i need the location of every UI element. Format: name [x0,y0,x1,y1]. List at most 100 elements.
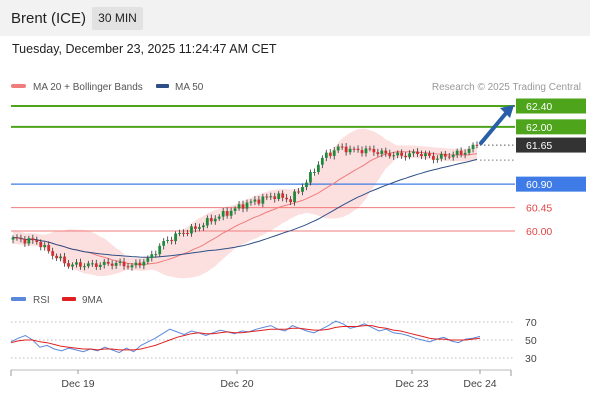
candle-body [94,263,98,267]
candle-body [416,151,419,155]
candle [23,236,27,247]
candle [51,247,55,260]
rsi-legend-label: RSI [33,295,50,306]
candle [352,146,356,153]
candle-body [122,261,126,267]
candle-body [400,152,404,156]
candle [257,195,261,206]
candle-body [273,196,277,199]
candle [293,189,296,206]
rsi-tick-30: 30 [525,353,537,365]
candle-body [142,261,146,266]
candle-body [439,153,443,159]
credit-text: Research © 2025 Trading Central [432,82,581,93]
rsi-panel: 70 50 30 [10,317,537,365]
candle [439,151,443,162]
candle [241,200,245,213]
candle-body [336,146,340,151]
candle [447,152,451,160]
candle-body [138,262,142,266]
candle-body [82,266,86,268]
candle [408,150,411,160]
candle [253,196,257,206]
candle-body [364,148,368,154]
candle-body [190,226,193,234]
candle-body [146,258,150,262]
candle [47,241,51,254]
candle-body [380,150,384,155]
candle [301,183,304,196]
resistance-text-62-40: 62.40 [526,101,552,113]
candle [459,147,463,158]
candle [63,252,66,267]
candle [221,208,225,221]
candle [67,260,70,269]
candle-body [424,153,427,157]
candle [412,149,415,157]
candle-body [86,263,90,267]
candle-body [277,193,281,199]
candle-body [201,225,205,228]
candle-body [19,238,23,240]
candle [424,150,427,160]
candle-body [134,262,138,266]
candle-body [11,237,15,240]
candle [348,145,352,155]
instrument-title: Brent (ICE) [11,10,87,27]
candle [289,196,293,205]
candle-body [348,148,352,153]
support-text-60-00: 60.00 [526,226,552,238]
candle [384,147,388,157]
candle-body [328,152,332,156]
candle [154,250,158,258]
candle-body [443,153,447,157]
candle-body [209,218,213,222]
candle-body [261,196,265,204]
candle [98,262,102,270]
candle [15,234,19,241]
candle-body [253,199,257,202]
candle [233,206,237,215]
candle [344,143,348,156]
candle-body [459,150,463,155]
candle-body [257,199,261,204]
candle-body [467,148,471,153]
candle [11,235,15,244]
candle-body [166,240,170,242]
candle [146,255,150,265]
candle-body [431,155,435,160]
candle-body [265,196,269,198]
candle-body [118,261,122,263]
candle [170,236,174,245]
candle-body [408,153,411,158]
candle-body [170,240,174,242]
candle-body [150,254,154,259]
ma20-legend-swatch [11,84,26,88]
candle-body [285,197,289,200]
timeframe-badge[interactable]: 30 MIN [92,7,143,30]
bollinger-band-layer [13,128,477,279]
candle-body [447,156,451,158]
candle-body [344,146,348,153]
candle-body [182,232,185,234]
candle [190,224,193,237]
candle-body [384,150,388,154]
ma50-line [12,158,478,258]
candle-body [388,153,392,157]
candle-body [305,182,308,188]
candle-body [332,150,336,156]
candle-body [75,262,78,265]
candle [102,258,106,269]
candle [114,260,118,269]
candle-body [55,255,59,259]
ma20-legend-label: MA 20 + Bollinger Bands [33,82,143,93]
candle-body [376,152,380,155]
candle-body [420,154,423,157]
candle-body [51,251,55,256]
timestamp: Tuesday, December 23, 2025 11:24:47 AM C… [12,42,277,56]
candle-body [269,196,273,198]
candle [324,149,328,162]
candle [19,234,23,243]
candle [225,207,229,219]
